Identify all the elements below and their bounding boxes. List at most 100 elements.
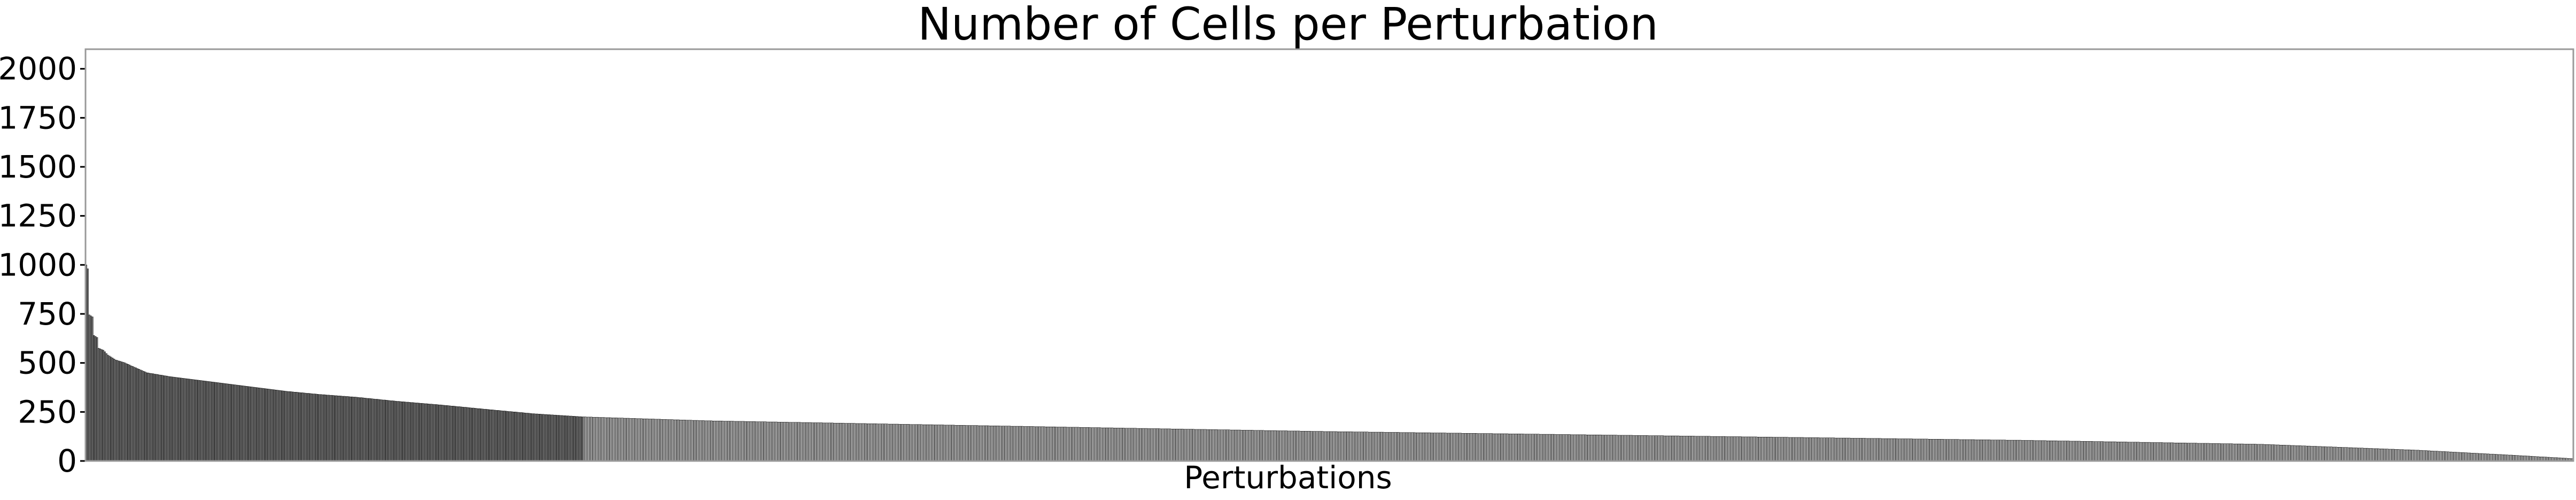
bar <box>2105 441 2107 461</box>
bar <box>1738 436 1740 461</box>
bar <box>1548 434 1550 461</box>
bar <box>381 399 383 461</box>
bar <box>1279 430 1282 461</box>
bar <box>141 370 143 461</box>
bar <box>1572 434 1574 461</box>
bar <box>661 419 663 461</box>
bar <box>1514 434 1516 461</box>
bar <box>1071 427 1073 461</box>
bar <box>1440 433 1441 461</box>
bar <box>2012 440 2014 461</box>
bar <box>1122 428 1124 461</box>
bar <box>345 396 347 461</box>
bar <box>959 425 961 461</box>
bar <box>1048 426 1050 461</box>
bar <box>600 417 602 461</box>
bar <box>1784 437 1787 461</box>
bar <box>842 422 844 461</box>
bar <box>1127 428 1129 461</box>
bar <box>2107 441 2109 461</box>
bar <box>713 420 716 461</box>
bar <box>1749 436 1751 461</box>
bar <box>312 394 314 461</box>
bar <box>1534 434 1537 461</box>
bar <box>599 417 601 461</box>
bar <box>922 424 924 461</box>
bar <box>1921 439 1923 461</box>
bar <box>1782 437 1784 461</box>
bar <box>174 377 176 461</box>
bar <box>1869 438 1871 461</box>
bar <box>1894 438 1896 461</box>
bar <box>1273 430 1275 461</box>
bar <box>443 405 445 461</box>
bar <box>107 355 109 461</box>
bar <box>1374 432 1376 461</box>
bar <box>1184 429 1186 461</box>
bar <box>1666 435 1669 461</box>
bar <box>1967 439 1969 461</box>
bar <box>1870 438 1872 461</box>
bar <box>413 402 415 461</box>
bar <box>1707 436 1709 461</box>
bar <box>744 421 747 461</box>
bar <box>2044 440 2046 461</box>
bar <box>1130 428 1132 461</box>
bar <box>1806 437 1809 461</box>
bar <box>309 393 311 461</box>
bar <box>838 422 840 461</box>
bar <box>1338 432 1340 461</box>
bar <box>522 412 524 461</box>
bar <box>2055 440 2058 461</box>
bar <box>1972 439 1973 461</box>
bar <box>2063 441 2065 461</box>
bar <box>1907 439 1910 461</box>
plot-frame <box>84 48 2574 462</box>
bar <box>1074 427 1076 461</box>
bar <box>337 395 339 461</box>
bar <box>1377 432 1379 461</box>
bar <box>298 392 300 461</box>
bar <box>129 365 131 461</box>
bar <box>869 424 871 461</box>
bar <box>516 412 518 461</box>
bar <box>1360 432 1362 461</box>
bar <box>353 397 355 461</box>
bar <box>2037 440 2039 461</box>
bar <box>371 398 374 461</box>
bar <box>213 382 215 461</box>
bar <box>189 379 191 461</box>
bar <box>1196 429 1198 461</box>
bar <box>401 401 403 461</box>
bar <box>1999 440 2001 461</box>
bar <box>2080 441 2082 461</box>
bar <box>308 393 309 461</box>
bar <box>1786 437 1788 461</box>
bar <box>1760 436 1762 461</box>
bar <box>981 425 983 461</box>
bar <box>1486 433 1488 461</box>
bar <box>1270 430 1272 461</box>
bar <box>1769 436 1771 461</box>
bar <box>98 348 100 461</box>
bar <box>748 421 750 461</box>
bar <box>793 422 795 461</box>
bar <box>235 384 237 461</box>
bar <box>1863 438 1865 461</box>
bar <box>1017 426 1019 461</box>
bar <box>1670 435 1672 461</box>
bar <box>1948 439 1950 461</box>
bar <box>257 387 258 461</box>
bar <box>1692 436 1694 461</box>
bar <box>1797 437 1799 461</box>
bar <box>1648 435 1650 461</box>
bar <box>2104 441 2106 461</box>
bar <box>587 417 589 461</box>
bar <box>1461 433 1463 461</box>
bar <box>1731 436 1733 461</box>
bar <box>2046 440 2048 461</box>
bar <box>1872 438 1874 461</box>
bar <box>168 376 170 461</box>
bar <box>561 415 563 461</box>
bar <box>416 403 418 461</box>
